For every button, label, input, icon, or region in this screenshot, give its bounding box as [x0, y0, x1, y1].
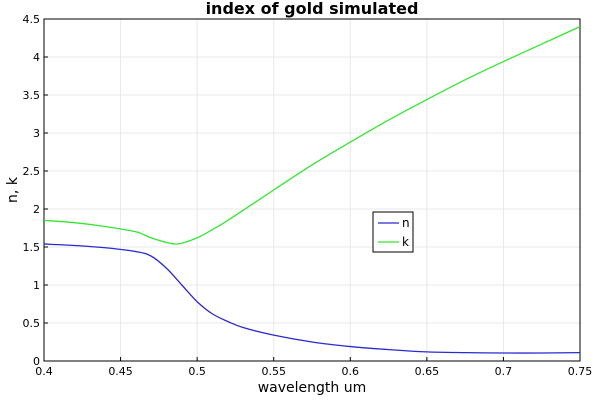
y-tick-label: 3	[33, 127, 40, 140]
x-axis-title: wavelength um	[258, 380, 367, 396]
legend-label-n: n	[402, 216, 410, 230]
y-tick-label: 4.5	[23, 13, 41, 26]
series-layer	[43, 26, 581, 354]
legend: n k	[372, 211, 414, 253]
x-axis-ticks: 0.4 0.45 0.5 0.55 0.6 0.65 0.7 0.75	[35, 357, 592, 378]
x-tick-label: 0.5	[188, 365, 206, 378]
y-tick-label: 1.5	[23, 241, 41, 254]
x-tick-label: 0.7	[495, 365, 513, 378]
legend-label-k: k	[402, 235, 409, 249]
plot-frame	[43, 18, 581, 362]
y-tick-label: 1	[33, 279, 40, 292]
y-tick-label: 0	[33, 355, 40, 368]
x-tick-label: 0.45	[108, 365, 133, 378]
y-tick-label: 0.5	[23, 317, 41, 330]
x-tick-label: 0.4	[35, 365, 53, 378]
legend-box	[372, 211, 414, 253]
y-axis-title: n, k	[5, 176, 21, 203]
y-axis-ticks: 0 0.5 1 1.5 2 2.5 3 3.5 4 4.5	[23, 13, 48, 368]
y-tick-label: 3.5	[23, 89, 41, 102]
series-line-k	[43, 26, 581, 245]
x-tick-label: 0.75	[568, 365, 593, 378]
y-tick-label: 4	[33, 51, 40, 64]
chart-title: index of gold simulated	[206, 0, 419, 18]
x-tick-label: 0.65	[415, 365, 440, 378]
y-tick-label: 2.5	[23, 165, 41, 178]
grid-layer	[43, 18, 581, 362]
y-tick-label: 2	[33, 203, 40, 216]
series-line-n	[43, 243, 581, 354]
x-tick-label: 0.6	[342, 365, 360, 378]
x-tick-label: 0.55	[261, 365, 286, 378]
